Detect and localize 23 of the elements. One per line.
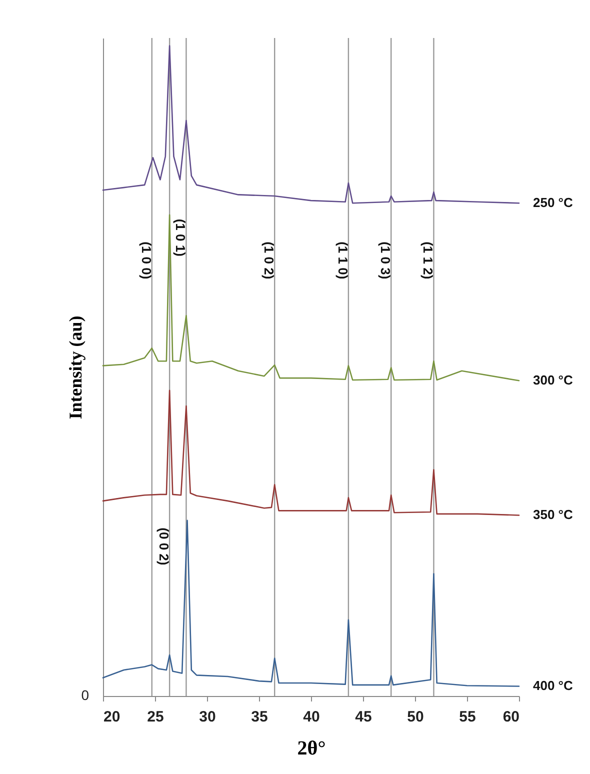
series-label: 350 °C bbox=[533, 507, 574, 522]
x-tick-label: 30 bbox=[199, 708, 216, 726]
text: 0 bbox=[81, 687, 90, 703]
x-tick-label: 20 bbox=[104, 708, 120, 726]
annotation: (1 0 1) bbox=[173, 218, 188, 256]
x-tick-label: 25 bbox=[147, 708, 164, 726]
y-axis-title: Intensity (au) bbox=[66, 316, 86, 420]
annotation: (1 1 2) bbox=[420, 242, 436, 280]
x-tick-label: 40 bbox=[303, 708, 320, 726]
series-label: 300 °C bbox=[533, 372, 574, 388]
annotation: (0 0 2) bbox=[156, 528, 172, 566]
x-tick-label: 35 bbox=[251, 708, 268, 726]
annotation: (1 0 3) bbox=[378, 242, 394, 280]
series-label: 250 °C bbox=[533, 195, 574, 210]
annotation: (1 0 2) bbox=[262, 242, 277, 280]
x-tick-label: 50 bbox=[407, 708, 424, 726]
annotation: (1 1 0) bbox=[335, 242, 350, 280]
x-tick-label: 60 bbox=[502, 708, 520, 726]
x-axis-title: 2θ° bbox=[297, 738, 326, 760]
series-label: 400 °C bbox=[533, 678, 574, 694]
x-tick-label: 55 bbox=[459, 708, 476, 726]
annotation: (1 0 0) bbox=[138, 242, 154, 280]
x-tick-label: 45 bbox=[355, 708, 372, 726]
